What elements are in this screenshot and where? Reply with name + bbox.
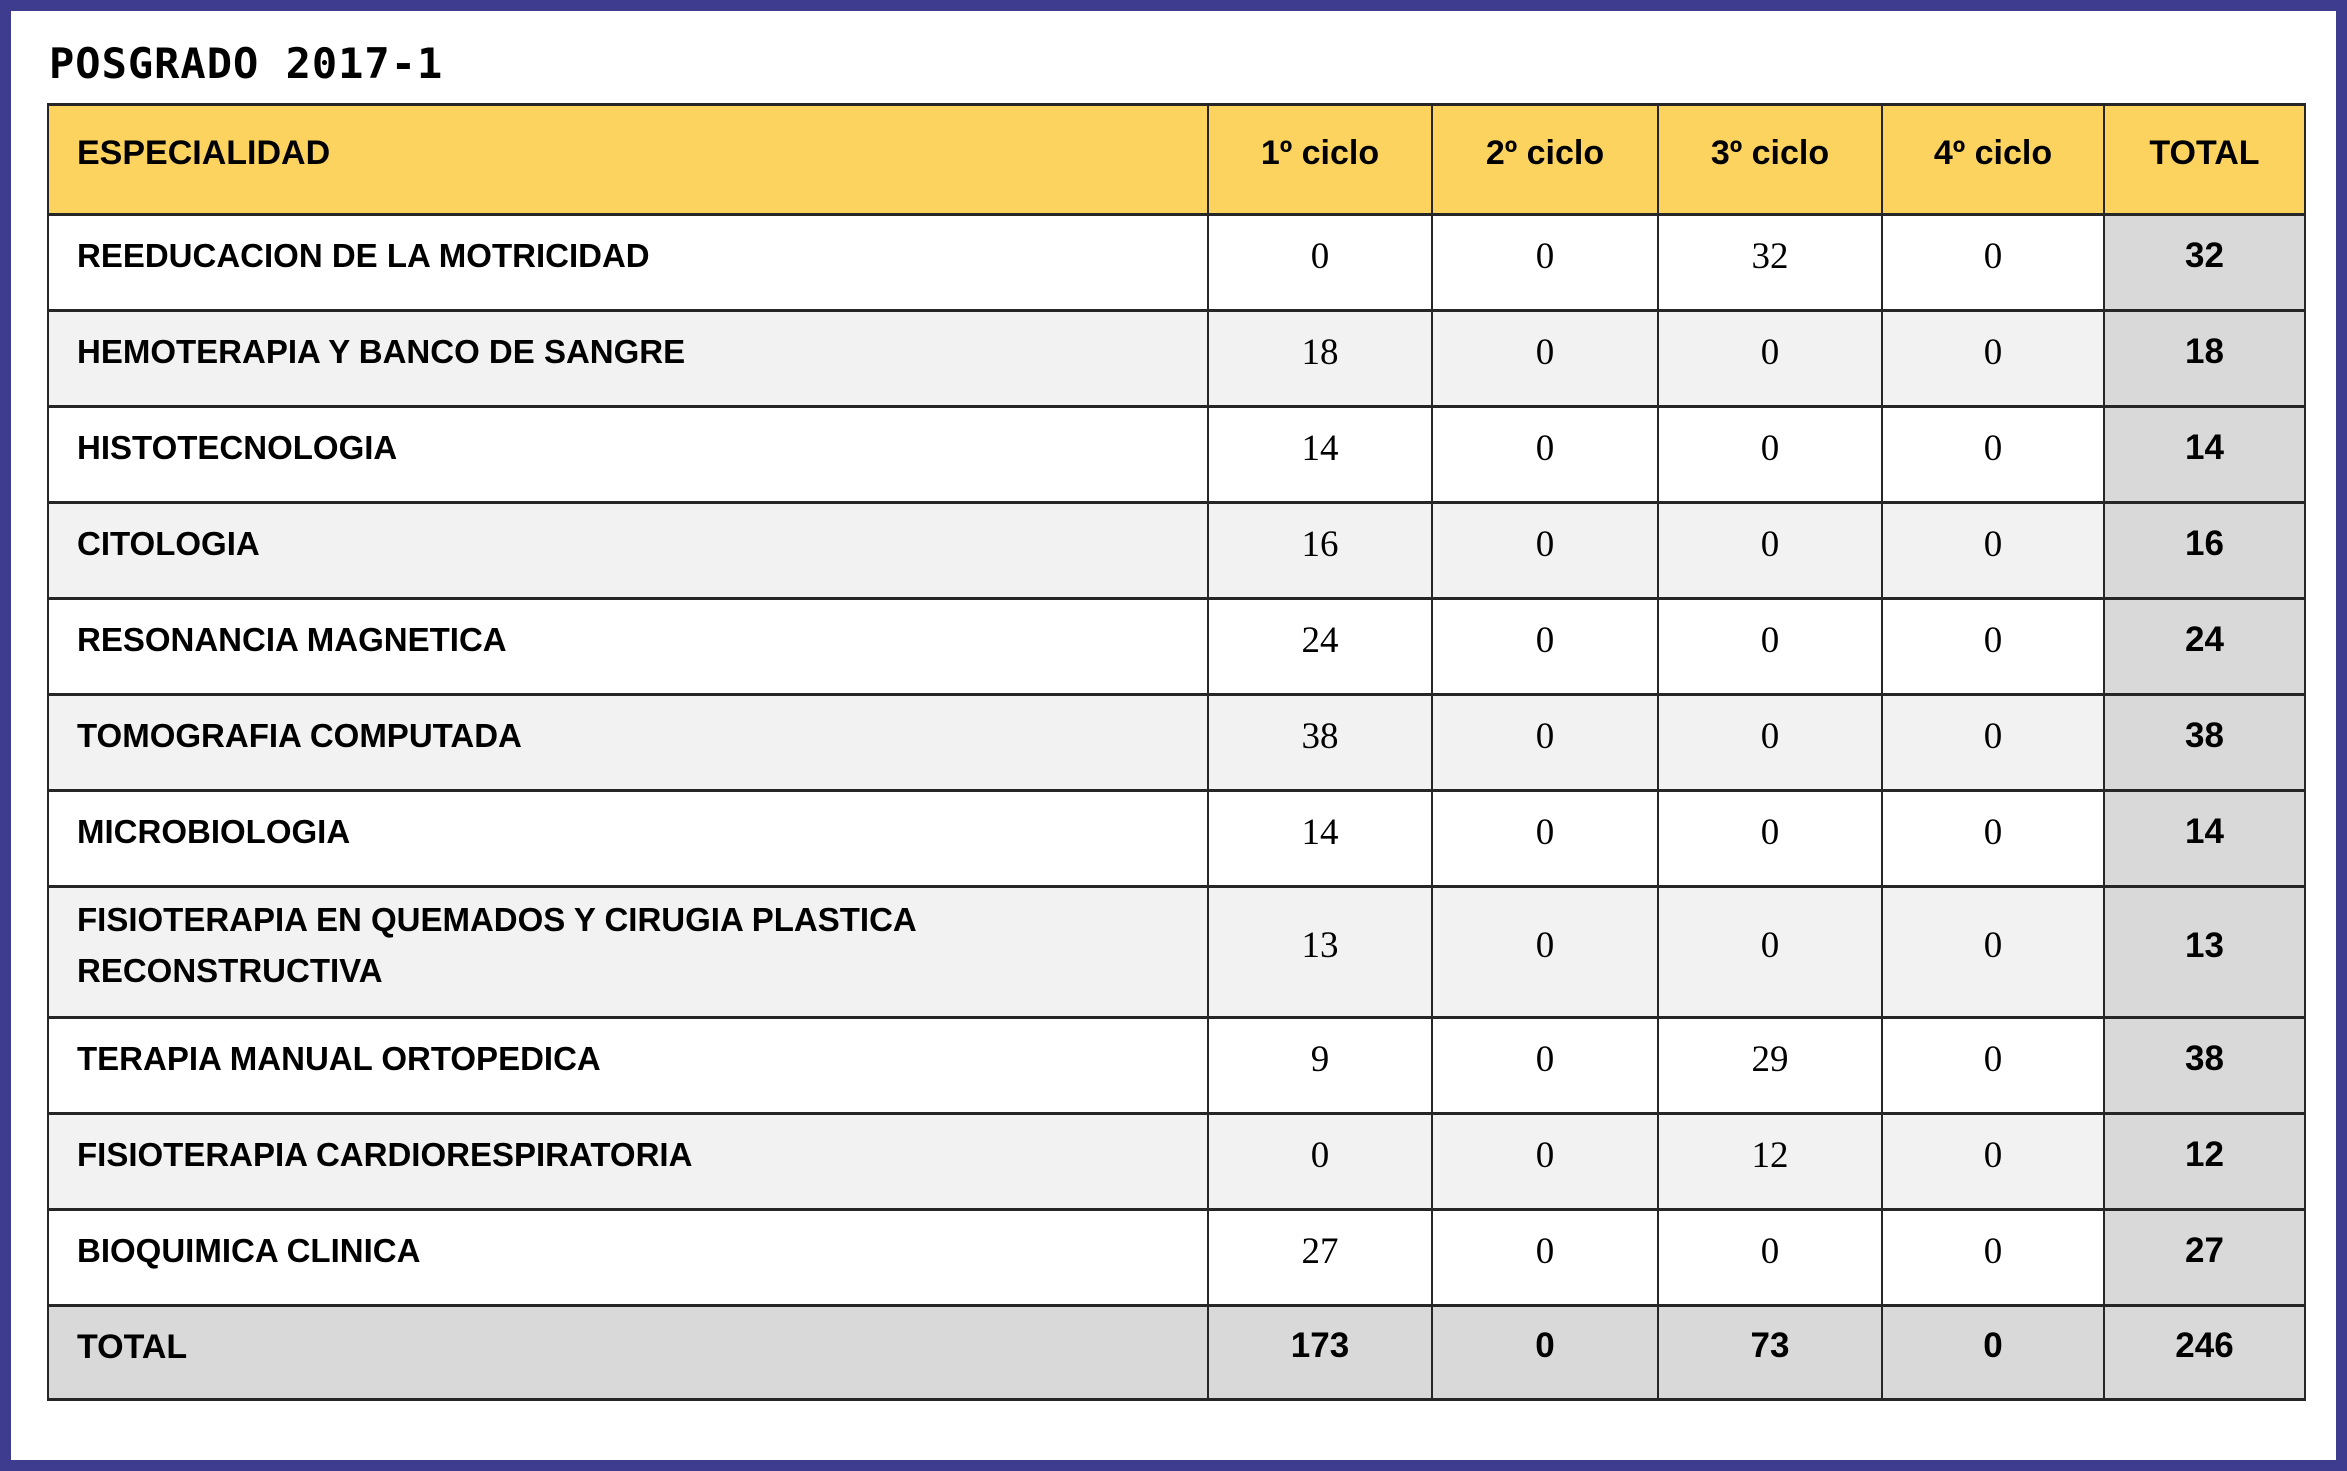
specialty-cell: RESONANCIA MAGNETICA — [47, 597, 1209, 696]
table-row: CITOLOGIA 16 0 0 0 16 — [47, 501, 2306, 600]
specialty-cell: FISIOTERAPIA EN QUEMADOS Y CIRUGIA PLAST… — [47, 884, 1209, 1020]
header-row: ESPECIALIDAD 1º ciclo 2º ciclo 3º ciclo … — [47, 103, 2306, 216]
value-cell: 24 — [1207, 597, 1433, 696]
row-total-cell: 12 — [2103, 1112, 2306, 1212]
value-cell: 0 — [1431, 597, 1659, 696]
value-cell: 27 — [1207, 1208, 1433, 1308]
value-cell: 0 — [1881, 501, 2105, 600]
value-cell: 0 — [1431, 1208, 1659, 1308]
value-cell: 12 — [1657, 1112, 1883, 1212]
value-cell: 14 — [1207, 789, 1433, 888]
value-cell: 0 — [1881, 1208, 2105, 1308]
column-header-total: TOTAL — [2103, 103, 2306, 216]
specialty-cell: TERAPIA MANUAL ORTOPEDICA — [47, 1016, 1209, 1116]
value-cell: 14 — [1207, 405, 1433, 504]
value-cell: 18 — [1207, 309, 1433, 408]
value-cell: 0 — [1657, 1208, 1883, 1308]
value-cell: 0 — [1431, 501, 1659, 600]
value-cell: 38 — [1207, 693, 1433, 792]
value-cell: 32 — [1657, 213, 1883, 312]
row-total-cell: 38 — [2103, 1016, 2306, 1116]
value-cell: 0 — [1881, 693, 2105, 792]
value-cell: 0 — [1431, 309, 1659, 408]
table-row: HISTOTECNOLOGIA 14 0 0 0 14 — [47, 405, 2306, 504]
specialty-cell: HISTOTECNOLOGIA — [47, 405, 1209, 504]
value-cell: 0 — [1431, 884, 1659, 1020]
value-cell: 0 — [1881, 213, 2105, 312]
column-header-especialidad: ESPECIALIDAD — [47, 103, 1209, 216]
row-total-cell: 18 — [2103, 309, 2306, 408]
table-row: FISIOTERAPIA CARDIORESPIRATORIA 0 0 12 0 12 — [47, 1112, 2306, 1212]
value-cell: 0 — [1431, 789, 1659, 888]
value-cell: 0 — [1881, 597, 2105, 696]
row-total-cell: 16 — [2103, 501, 2306, 600]
value-cell: 16 — [1207, 501, 1433, 600]
value-cell: 0 — [1657, 884, 1883, 1020]
value-cell: 0 — [1431, 693, 1659, 792]
value-cell: 0 — [1881, 789, 2105, 888]
grand-total-sum: 246 — [2103, 1304, 2306, 1402]
value-cell: 0 — [1657, 597, 1883, 696]
grand-total-value: 0 — [1881, 1304, 2105, 1402]
table-row: HEMOTERAPIA Y BANCO DE SANGRE 18 0 0 0 18 — [47, 309, 2306, 408]
row-total-cell: 27 — [2103, 1208, 2306, 1308]
table-row: BIOQUIMICA CLINICA 27 0 0 0 27 — [47, 1208, 2306, 1308]
table-row: FISIOTERAPIA EN QUEMADOS Y CIRUGIA PLAST… — [47, 884, 2306, 1020]
value-cell: 0 — [1657, 309, 1883, 408]
value-cell: 0 — [1431, 213, 1659, 312]
column-header-ciclo-2: 2º ciclo — [1431, 103, 1659, 216]
value-cell: 13 — [1207, 884, 1433, 1020]
value-cell: 0 — [1657, 789, 1883, 888]
table-row: TOMOGRAFIA COMPUTADA 38 0 0 0 38 — [47, 693, 2306, 792]
value-cell: 0 — [1207, 213, 1433, 312]
row-total-cell: 38 — [2103, 693, 2306, 792]
grand-total-value: 0 — [1431, 1304, 1659, 1402]
value-cell: 0 — [1207, 1112, 1433, 1212]
value-cell: 0 — [1881, 884, 2105, 1020]
grand-total-row: TOTAL 173 0 73 0 246 — [47, 1304, 2306, 1402]
specialty-cell: CITOLOGIA — [47, 501, 1209, 600]
specialty-cell: FISIOTERAPIA CARDIORESPIRATORIA — [47, 1112, 1209, 1212]
row-total-cell: 32 — [2103, 213, 2306, 312]
column-header-ciclo-3: 3º ciclo — [1657, 103, 1883, 216]
value-cell: 0 — [1657, 693, 1883, 792]
specialty-cell: HEMOTERAPIA Y BANCO DE SANGRE — [47, 309, 1209, 408]
value-cell: 0 — [1431, 1016, 1659, 1116]
grand-total-label: TOTAL — [47, 1304, 1209, 1402]
table-row: RESONANCIA MAGNETICA 24 0 0 0 24 — [47, 597, 2306, 696]
table-footer: TOTAL 173 0 73 0 246 — [47, 1304, 2306, 1402]
table-row: TERAPIA MANUAL ORTOPEDICA 9 0 29 0 38 — [47, 1016, 2306, 1116]
table-row: MICROBIOLOGIA 14 0 0 0 14 — [47, 789, 2306, 888]
table-body: REEDUCACION DE LA MOTRICIDAD 0 0 32 0 32 HEMOT… — [47, 213, 2306, 1308]
column-header-ciclo-4: 4º ciclo — [1881, 103, 2105, 216]
grand-total-value: 73 — [1657, 1304, 1883, 1402]
value-cell: 0 — [1881, 405, 2105, 504]
value-cell: 0 — [1657, 405, 1883, 504]
value-cell: 0 — [1431, 405, 1659, 504]
row-total-cell: 13 — [2103, 884, 2306, 1020]
specialty-cell: MICROBIOLOGIA — [47, 789, 1209, 888]
table-row: REEDUCACION DE LA MOTRICIDAD 0 0 32 0 32 — [47, 213, 2306, 312]
row-total-cell: 24 — [2103, 597, 2306, 696]
value-cell: 0 — [1881, 1112, 2105, 1212]
column-header-ciclo-1: 1º ciclo — [1207, 103, 1433, 216]
value-cell: 0 — [1881, 1016, 2105, 1116]
value-cell: 29 — [1657, 1016, 1883, 1116]
value-cell: 0 — [1657, 501, 1883, 600]
specialty-cell: BIOQUIMICA CLINICA — [47, 1208, 1209, 1308]
specialty-cell: TOMOGRAFIA COMPUTADA — [47, 693, 1209, 792]
specialty-cell: REEDUCACION DE LA MOTRICIDAD — [47, 213, 1209, 312]
enrollment-table: ESPECIALIDAD 1º ciclo 2º ciclo 3º ciclo … — [47, 103, 2306, 1402]
row-total-cell: 14 — [2103, 789, 2306, 888]
grand-total-value: 173 — [1207, 1304, 1433, 1402]
value-cell: 0 — [1431, 1112, 1659, 1212]
table-header: ESPECIALIDAD 1º ciclo 2º ciclo 3º ciclo … — [47, 103, 2306, 216]
value-cell: 0 — [1881, 309, 2105, 408]
row-total-cell: 14 — [2103, 405, 2306, 504]
page-title: POSGRADO 2017-1 — [49, 39, 444, 88]
value-cell: 9 — [1207, 1016, 1433, 1116]
